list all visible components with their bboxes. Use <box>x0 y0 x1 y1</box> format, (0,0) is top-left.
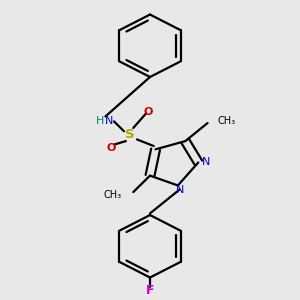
Text: N: N <box>176 185 184 195</box>
Text: CH₃: CH₃ <box>218 116 236 126</box>
Text: S: S <box>125 128 134 141</box>
Text: O: O <box>143 106 153 116</box>
Text: F: F <box>146 284 154 297</box>
Text: N: N <box>202 157 211 167</box>
Text: H: H <box>96 116 104 126</box>
Text: N: N <box>105 116 113 126</box>
Text: O: O <box>106 143 116 153</box>
Text: CH₃: CH₃ <box>103 190 122 200</box>
